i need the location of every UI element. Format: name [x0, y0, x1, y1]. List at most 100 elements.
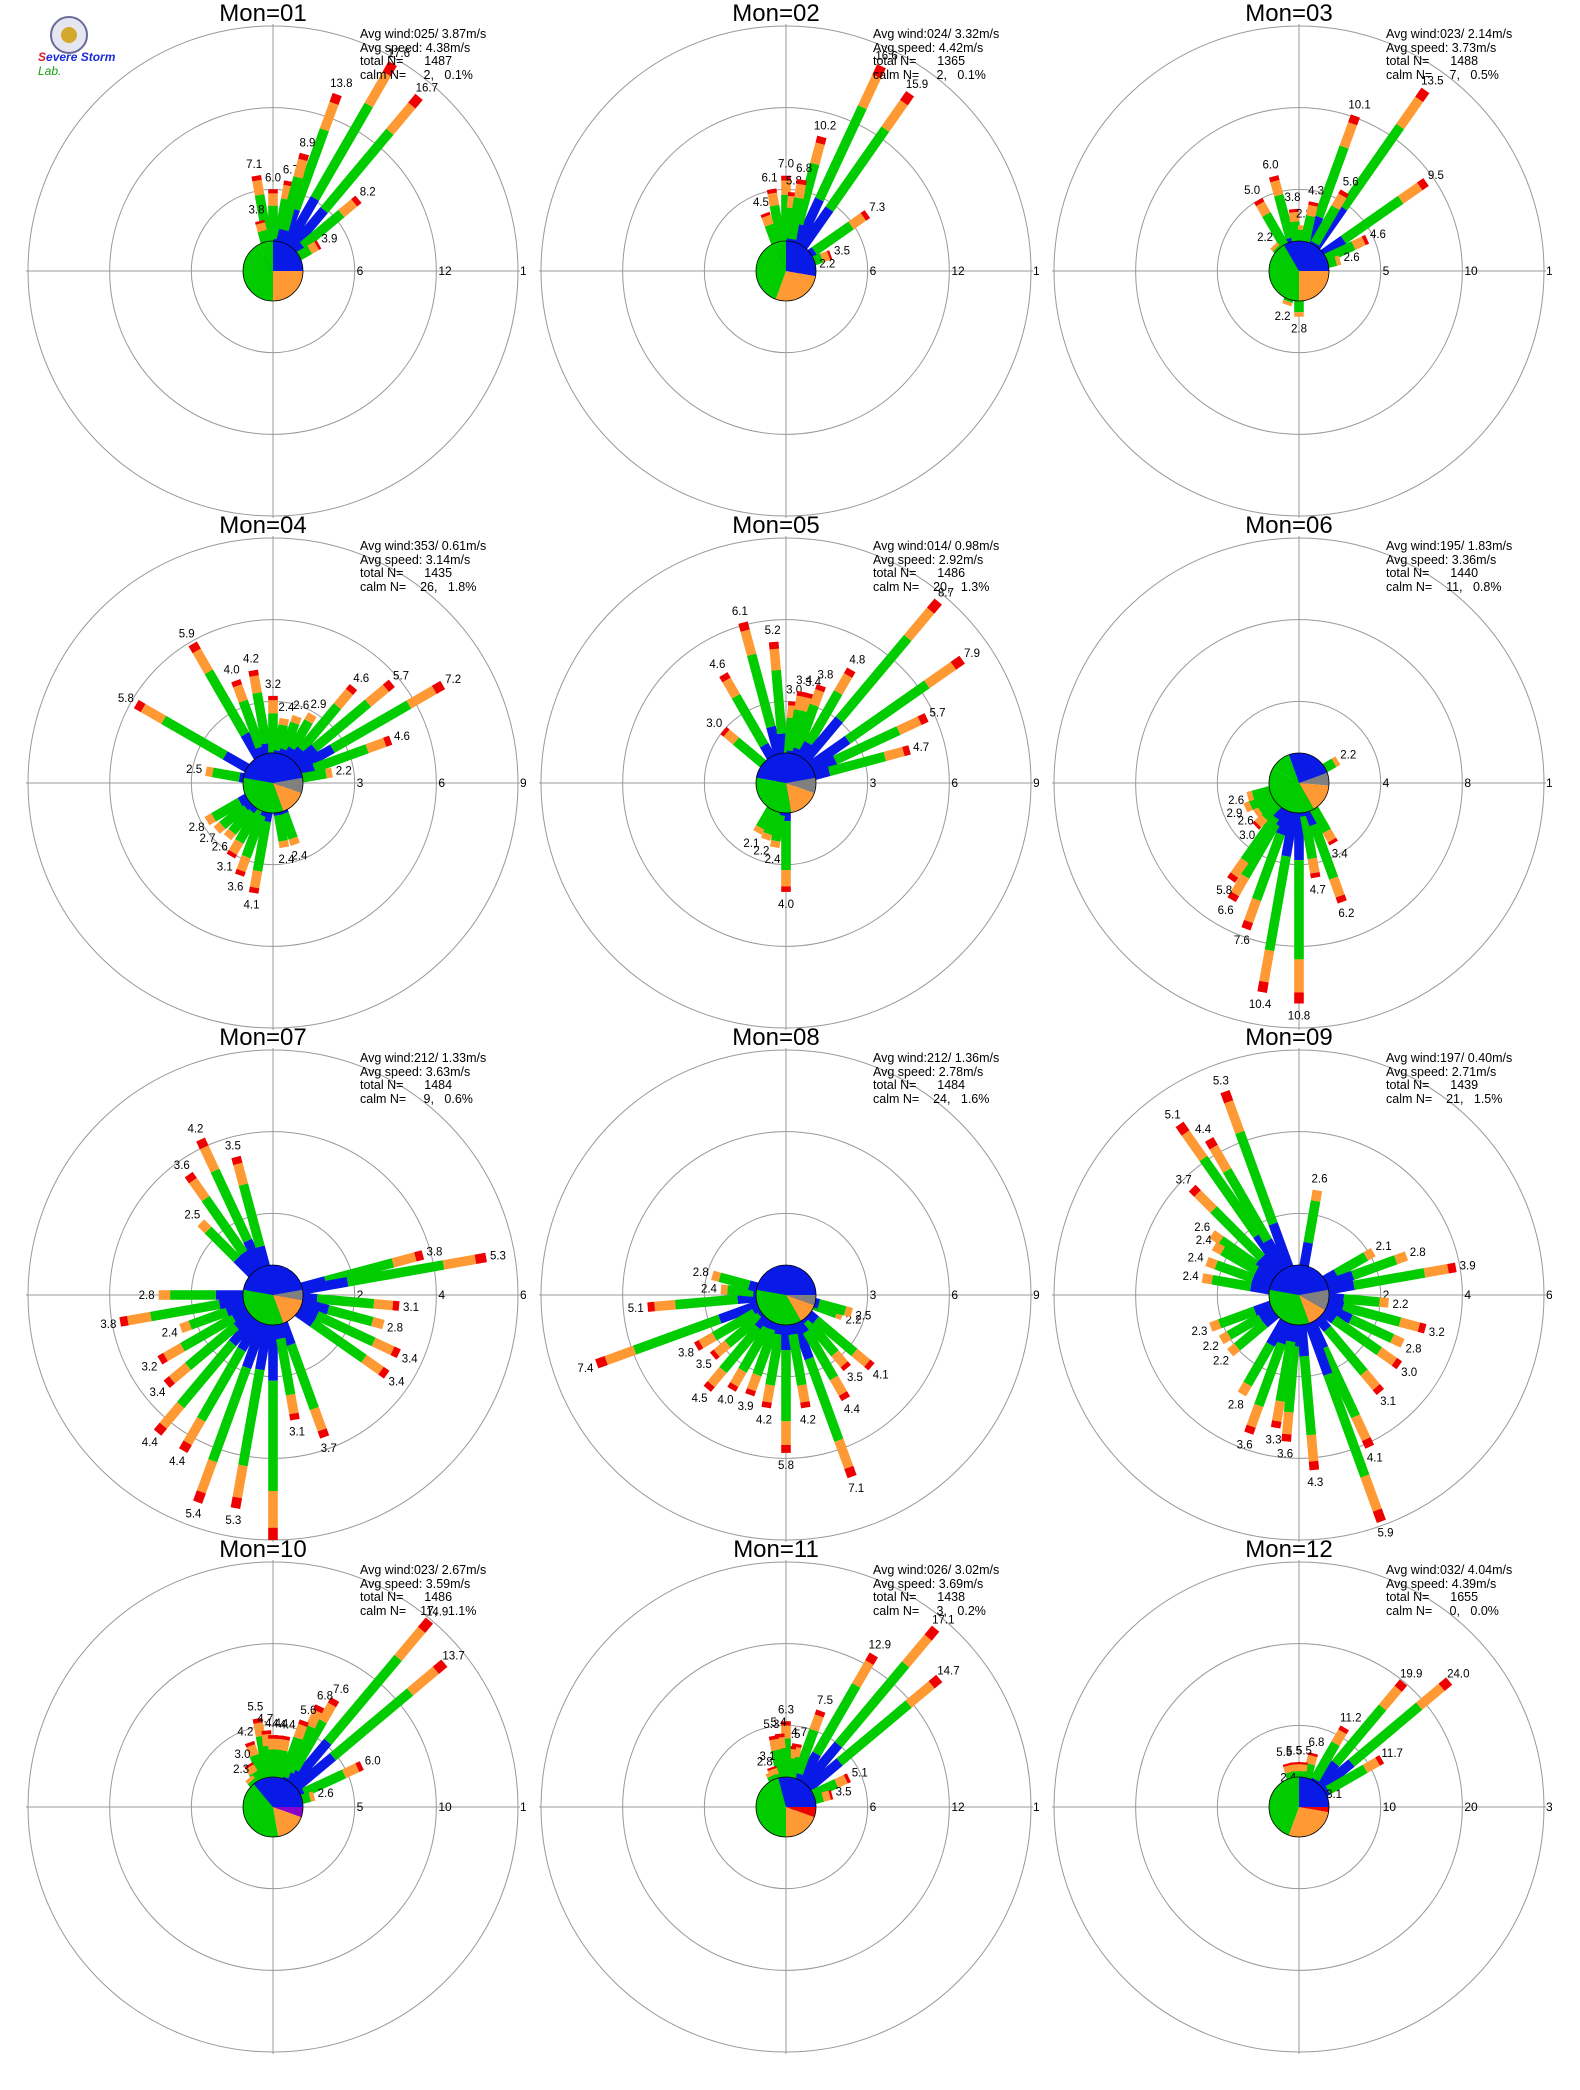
rose-bar-segment: [864, 1359, 875, 1371]
rose-bar-segment: [1348, 1314, 1395, 1343]
rose-bar-segment: [1237, 1381, 1252, 1397]
range-ring: [622, 1131, 950, 1459]
rose-bar-segment: [825, 126, 890, 212]
bar-value-label: 3.8: [249, 204, 265, 216]
rose-bar-segment: [1329, 876, 1345, 898]
bar-value-label: 13.8: [330, 78, 352, 90]
rose-bar-segment: [245, 1740, 256, 1748]
bar-value-label: 5.5: [1286, 1745, 1302, 1757]
bar-value-label: 5.3: [763, 1719, 779, 1731]
rose-bar-segment: [342, 1763, 360, 1779]
rose-bar-segment: [355, 1761, 364, 1773]
rose-bar-segment: [1308, 201, 1319, 207]
rose-bar-segment: [238, 1183, 265, 1248]
rose-bar-segment: [821, 1790, 831, 1802]
bar-value-label: 4.4: [142, 1437, 159, 1449]
rose-bar-segment: [210, 1168, 252, 1243]
center-pie-slice: [775, 241, 786, 271]
bar-value-label: 7.6: [333, 1684, 349, 1696]
rose-bar-segment: [926, 598, 942, 614]
stats-line: Avg wind:014/ 0.98m/s: [873, 539, 1000, 553]
rose-svg: 2466.05.35.44.44.43.43.22.43.82.84.23.53…: [26, 1048, 526, 1542]
rose-bar-segment: [290, 128, 329, 211]
rose-bar-segment: [1423, 1264, 1449, 1278]
rose-bar-segment: [179, 1440, 192, 1453]
range-ring: [1053, 1049, 1545, 1541]
rose-bar-segment: [330, 700, 412, 753]
rose-bar-segment: [796, 691, 807, 698]
rose-bar-segment: [252, 179, 265, 196]
center-pie-slice: [243, 1265, 303, 1295]
seal-icon: [50, 16, 88, 54]
bar-value-label: 5.7: [930, 707, 946, 719]
rose-bar-segment: [1227, 1343, 1241, 1357]
stats-line: Avg wind:212/ 1.36m/s: [873, 1051, 1000, 1065]
rose-bar-segment: [1272, 1400, 1286, 1422]
rose-bar-segment: [709, 1349, 720, 1360]
rose-bar-segment: [1447, 1262, 1457, 1274]
bar-value-label: 3.5: [834, 246, 850, 258]
stats-line: Avg wind:195/ 1.83m/s: [1386, 539, 1513, 553]
rose-bar-segment: [346, 1260, 445, 1287]
center-pie-outline: [755, 1264, 817, 1326]
rose-bar-segment: [234, 868, 246, 877]
rose-bar-segment: [1331, 1729, 1347, 1747]
bar-value-label: 3.6: [1237, 1439, 1253, 1451]
rose-bar-segment: [1322, 828, 1337, 843]
rose-bar-segment: [1201, 1273, 1213, 1285]
center-pie-slice: [1299, 1777, 1329, 1807]
rose-bar-segment: [1294, 992, 1304, 1004]
bar-value-label: 24.0: [1447, 1668, 1469, 1680]
rose-bar-segment: [310, 1318, 367, 1363]
center-pie-slice: [243, 753, 303, 783]
ring-tick-label: 6: [1546, 1288, 1552, 1302]
rose-bar-segment: [1209, 1230, 1224, 1245]
center-pie-slice: [1273, 754, 1299, 783]
rose-bar-segment: [280, 1735, 291, 1741]
bar-value-label: 2.8: [387, 1323, 403, 1335]
rose-bar-segment: [632, 1314, 722, 1355]
bar-value-label: 2.4: [1188, 1252, 1205, 1264]
bar-value-label: 3.9: [1460, 1260, 1476, 1272]
rose-bar-segment: [158, 1290, 171, 1300]
center-pie-slice: [273, 1777, 303, 1807]
panel-title: Mon=07: [219, 1024, 307, 1051]
rose-bar-segment: [738, 621, 750, 632]
bar-value-label: 5.8: [118, 693, 134, 705]
rose-bar-segment: [746, 653, 776, 729]
rose-bar-segment: [289, 1412, 300, 1421]
bar-value-label: 2.4: [701, 1283, 718, 1295]
rose-bar-segment: [1211, 1274, 1252, 1292]
rose-bar-segment: [223, 828, 236, 841]
range-ring: [1053, 1561, 1545, 2053]
rose-bar-segment: [1211, 1241, 1226, 1256]
bar-value-label: 3.1: [217, 861, 233, 873]
rose-bar-segment: [1379, 1297, 1389, 1308]
rose-svg: 481210.810.47.66.65.84.76.23.43.02.62.92…: [1052, 536, 1552, 1030]
bar-value-label: 3.0: [706, 718, 722, 730]
panel-stats: Avg wind:024/ 3.32m/s Avg speed: 4.42m/s t…: [873, 27, 999, 82]
range-ring: [27, 537, 519, 1029]
severe-storm-lab-logo: Severe Storm Lab.: [38, 16, 128, 78]
bar-value-label: 17.6: [388, 48, 410, 60]
rose-bar-segment: [183, 1417, 206, 1446]
rose-bar-segment: [310, 102, 373, 201]
stats-line: Avg speed: 4.38m/s: [360, 40, 471, 55]
rose-bar-segment: [797, 1384, 810, 1403]
bar-value-label: 13.7: [442, 1650, 464, 1662]
rose-bar-segment: [308, 1791, 316, 1802]
rose-bar-segment: [163, 1343, 185, 1362]
center-pie-slice: [1299, 772, 1329, 786]
rose-bar-segment: [604, 1345, 637, 1365]
bar-value-label: 10.2: [814, 120, 836, 132]
rose-bar-segment: [1299, 1355, 1317, 1436]
stats-line: total N= 1365: [873, 54, 966, 68]
bar-value-label: 3.7: [1176, 1175, 1192, 1187]
rose-bar-segment: [245, 1764, 258, 1776]
stats-line: Avg speed: 4.39m/s: [1386, 1576, 1497, 1591]
panel-stats: Avg wind:353/ 0.61m/s Avg speed: 3.14m/s t…: [360, 539, 486, 594]
bar-value-label: 6.2: [1338, 908, 1354, 920]
rose-bar-segment: [140, 703, 167, 725]
rose-bar-segment: [1230, 873, 1250, 897]
rose-bar-segment: [771, 669, 787, 735]
